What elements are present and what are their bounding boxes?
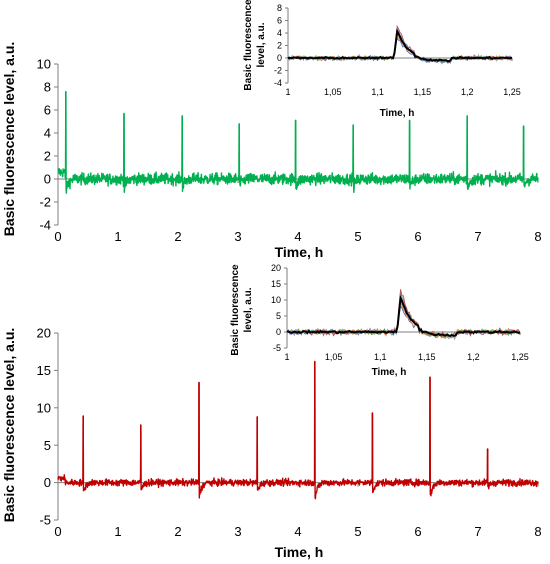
top-inset-y-tick-label: 8 bbox=[277, 3, 282, 13]
top-inset-y-tick-label: 2 bbox=[277, 41, 282, 51]
bottom-chart: Basic fluorescence level, a.u. Time, h -… bbox=[1, 326, 542, 560]
top-chart: Basic fluorescence level, a.u. Time, h -… bbox=[1, 42, 542, 260]
top-main-y-tick-label: 4 bbox=[44, 126, 51, 141]
top-main-x-tick-label: 3 bbox=[234, 229, 241, 244]
bottom-inset-y-tick-label: 15 bbox=[271, 279, 281, 289]
top-inset-x-tick-label: 1,1 bbox=[371, 87, 384, 97]
top-inset-x-axis-label: Time, h bbox=[380, 108, 415, 119]
top-plot-area: -4 -2 0 2 4 6 8 10 0 1 2 3 4 5 6 7 8 bbox=[37, 57, 542, 244]
top-inset-y-tick-label: -4 bbox=[274, 78, 282, 88]
bottom-main-y-tick-label: -5 bbox=[39, 513, 51, 528]
top-main-y-tick-label: 0 bbox=[44, 172, 51, 187]
bottom-inset-y-axis-label-line1: Basic fluorescence bbox=[230, 264, 241, 356]
top-inset-x-tick-label: 1 bbox=[285, 87, 290, 97]
bottom-inset-y-tick-label: 20 bbox=[271, 263, 281, 273]
bottom-main-x-tick-label: 0 bbox=[54, 524, 61, 539]
bottom-inset-y-tick-label: 10 bbox=[271, 295, 281, 305]
top-inset-y-tick-label: 6 bbox=[277, 16, 282, 26]
top-main-x-tick-label: 0 bbox=[54, 229, 61, 244]
top-inset-y-tick-label: 0 bbox=[277, 53, 282, 63]
bottom-main-x-tick-label: 6 bbox=[414, 524, 421, 539]
bottom-inset-x-tick-label: 1,05 bbox=[325, 352, 343, 362]
top-main-x-tick-label: 6 bbox=[414, 229, 421, 244]
bottom-main-y-tick-label: 20 bbox=[37, 326, 51, 341]
bottom-main-x-tick-label: 7 bbox=[474, 524, 481, 539]
bottom-main-trace bbox=[57, 360, 539, 500]
top-main-x-tick-label: 1 bbox=[114, 229, 121, 244]
top-inset-mean-line bbox=[287, 28, 513, 63]
bottom-main-y-tick-label: 5 bbox=[44, 438, 51, 453]
bottom-main-x-tick-label: 3 bbox=[234, 524, 241, 539]
bottom-x-axis-label: Time, h bbox=[275, 544, 324, 560]
top-main-y-tick-label: -2 bbox=[39, 195, 51, 210]
top-main-x-tick-label: 7 bbox=[474, 229, 481, 244]
top-inset-y-tick-label: 4 bbox=[277, 28, 282, 38]
bottom-inset-x-tick-label: 1 bbox=[284, 352, 289, 362]
top-inset-y-axis-label-line1: Basic fluorescence bbox=[243, 0, 254, 91]
top-main-y-tick-label: 6 bbox=[44, 103, 51, 118]
bottom-inset-series-line bbox=[286, 289, 521, 338]
top-main-y-tick-label: 8 bbox=[44, 80, 51, 95]
bottom-inset-y-tick-label: -5 bbox=[273, 343, 281, 353]
bottom-inset-x-tick-label: 1,1 bbox=[374, 352, 387, 362]
top-main-x-tick-label: 2 bbox=[174, 229, 181, 244]
top-inset-chart: Basic fluorescence level, a.u. Time, h -… bbox=[243, 0, 521, 119]
top-x-axis-label: Time, h bbox=[275, 244, 324, 260]
top-inset-x-tick-label: 1,25 bbox=[503, 87, 521, 97]
bottom-main-y-tick-label: 15 bbox=[37, 363, 51, 378]
bottom-inset-x-tick-label: 1,25 bbox=[511, 352, 529, 362]
top-main-y-tick-label: 10 bbox=[37, 57, 51, 72]
top-inset-x-tick-label: 1,15 bbox=[414, 87, 432, 97]
bottom-inset-x-tick-label: 1,15 bbox=[418, 352, 436, 362]
bottom-main-x-tick-label: 2 bbox=[174, 524, 181, 539]
top-inset-x-tick-label: 1,2 bbox=[461, 87, 474, 97]
bottom-main-y-tick-label: 10 bbox=[37, 400, 51, 415]
bottom-main-x-tick-label: 5 bbox=[354, 524, 361, 539]
top-main-y-tick-label: -4 bbox=[39, 218, 51, 233]
top-main-x-tick-label: 8 bbox=[534, 229, 541, 244]
bottom-inset-y-axis-label-line2: level, a.u. bbox=[243, 287, 254, 332]
top-main-trace bbox=[57, 90, 539, 194]
bottom-inset-plot-area: -5 0 5 10 15 20 1 1,05 1,1 1,15 1,2 1,25 bbox=[271, 263, 529, 362]
top-inset-y-tick-label: -2 bbox=[274, 66, 282, 76]
bottom-main-y-tick-label: 0 bbox=[44, 475, 51, 490]
bottom-inset-x-tick-label: 1,2 bbox=[467, 352, 480, 362]
bottom-inset-y-tick-label: 5 bbox=[276, 311, 281, 321]
bottom-main-x-tick-label: 4 bbox=[294, 524, 301, 539]
bottom-inset-y-tick-label: 0 bbox=[276, 327, 281, 337]
bottom-main-x-tick-label: 8 bbox=[534, 524, 541, 539]
top-main-x-tick-label: 5 bbox=[354, 229, 361, 244]
top-inset-y-axis-label-line2: level, a.u. bbox=[256, 22, 267, 67]
top-main-x-tick-label: 4 bbox=[294, 229, 301, 244]
bottom-inset-x-axis-label: Time, h bbox=[372, 367, 407, 378]
bottom-inset-chart: Basic fluorescence level, a.u. Time, h -… bbox=[230, 263, 529, 378]
top-inset-plot-area: -4 -2 0 2 4 6 8 1 1,05 1,1 1,15 1,2 1,25 bbox=[274, 3, 521, 97]
bottom-y-axis-label: Basic fluorescence level, a.u. bbox=[1, 328, 17, 523]
bottom-main-x-tick-label: 1 bbox=[114, 524, 121, 539]
top-main-y-tick-label: 2 bbox=[44, 149, 51, 164]
top-inset-x-tick-label: 1,05 bbox=[324, 87, 342, 97]
top-y-axis-label: Basic fluorescence level, a.u. bbox=[1, 42, 17, 237]
bottom-inset-mean-line bbox=[286, 294, 521, 337]
